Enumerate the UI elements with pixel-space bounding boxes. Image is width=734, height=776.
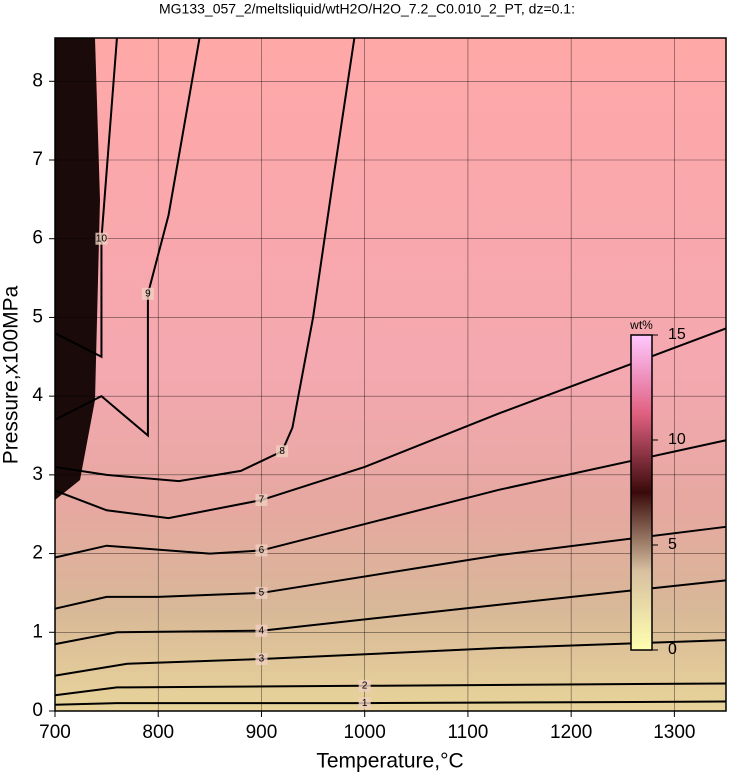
y-tick-label: 8 (32, 70, 43, 91)
y-tick-label: 1 (32, 621, 43, 642)
colorbar-tick-label: 5 (668, 536, 677, 553)
colorbar-tick-label: 15 (668, 326, 686, 343)
contour-line (54, 37, 201, 438)
contour-label: 1 (362, 698, 368, 709)
x-tick-label: 1200 (550, 722, 592, 743)
y-tick-label: 3 (32, 464, 43, 485)
contour-label: 2 (362, 680, 368, 691)
contour-line (54, 439, 727, 559)
contour-label: 10 (96, 233, 108, 244)
dense-contour-region (55, 38, 100, 500)
contour-label-bg (276, 445, 289, 458)
contour-label: 7 (259, 495, 265, 506)
y-tick-label: 6 (32, 228, 43, 249)
contour-line (54, 700, 727, 706)
y-tick-label: 4 (32, 385, 43, 406)
contour-label-bg (255, 653, 268, 666)
x-tick-label: 1100 (447, 722, 488, 743)
contour-label: 4 (259, 625, 265, 636)
contour-label-bg (255, 586, 268, 599)
y-tick-label: 0 (32, 700, 43, 721)
colorbar-tick-label: 10 (668, 431, 686, 448)
colorbar-tick-label: 0 (668, 641, 677, 658)
chart-title: MG133_057_2/meltsliquid/wtH2O/H2O_7.2_C0… (159, 1, 575, 17)
y-tick-label: 7 (32, 149, 43, 170)
contour-label: 8 (279, 446, 285, 457)
contour-label: 3 (259, 654, 265, 665)
x-tick-label: 1300 (653, 722, 695, 743)
contour-line (54, 525, 727, 610)
contour-label-bg (95, 232, 108, 245)
plot-frame (54, 37, 727, 712)
x-tick-label: 900 (246, 722, 278, 743)
contour-label: 5 (259, 588, 265, 599)
x-tick-label: 700 (39, 722, 71, 743)
contour-label-bg (358, 679, 371, 692)
y-axis-label: Pressure,x100MPa (0, 285, 23, 464)
contour-label-bg (255, 624, 268, 637)
contour-label-bg (255, 494, 268, 507)
contour-line (54, 682, 727, 697)
colorbar-label: wt% (629, 318, 653, 332)
x-tick-label: 1000 (344, 722, 386, 743)
plot-background (55, 38, 726, 711)
contour-label-bg (141, 287, 154, 300)
colorbar (630, 334, 653, 651)
contour-label-bg (255, 544, 268, 557)
y-tick-label: 5 (32, 306, 43, 327)
x-tick-label: 800 (142, 722, 174, 743)
y-tick-label: 2 (32, 543, 43, 564)
x-axis-label: Temperature,°C (316, 750, 463, 773)
contour-label: 6 (259, 545, 265, 556)
contour-label: 9 (145, 288, 151, 299)
contour-label-bg (358, 697, 371, 710)
contour-line (54, 37, 118, 359)
